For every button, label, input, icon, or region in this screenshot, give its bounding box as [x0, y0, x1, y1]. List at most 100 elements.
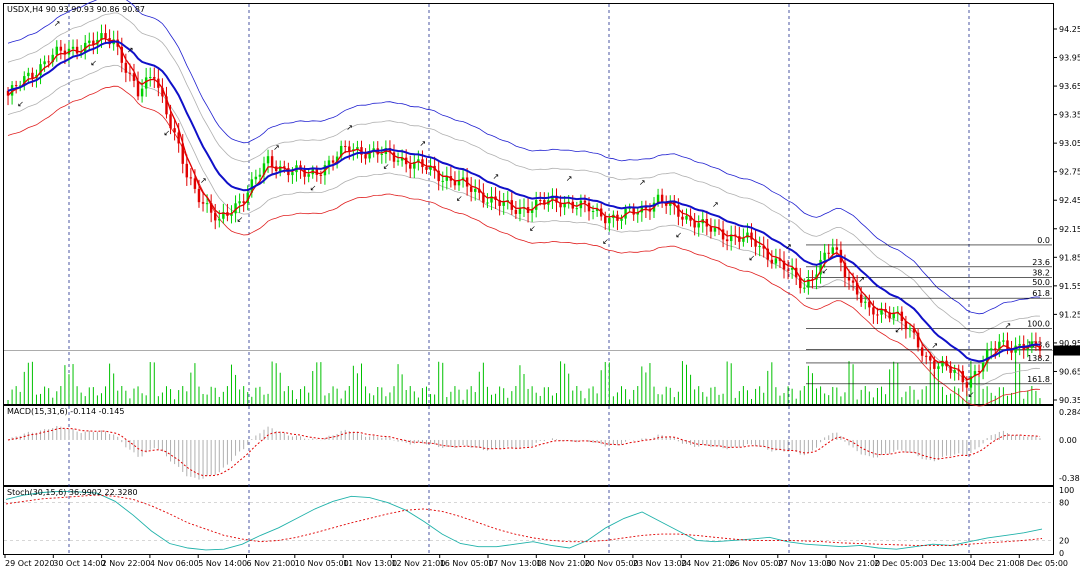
- candle-body: [348, 146, 351, 152]
- candle-body: [222, 212, 225, 219]
- candle-body: [827, 252, 830, 254]
- candle-body: [429, 165, 432, 170]
- candle-body: [965, 382, 969, 388]
- fib-label: 161.8: [1027, 375, 1050, 384]
- candle-body: [941, 360, 944, 367]
- macd-title: MACD(15,31,6) -0.114 -0.145: [7, 407, 124, 416]
- candle-body: [725, 239, 729, 242]
- macd-panel: [3, 405, 1054, 486]
- fractal-arrow: ↗: [858, 275, 865, 284]
- candle-body: [758, 246, 761, 248]
- candle-body: [518, 208, 522, 214]
- candle-body: [989, 348, 993, 350]
- candle-body: [604, 216, 607, 224]
- candle-body: [689, 215, 692, 221]
- price-tick-label: 93.65: [1059, 82, 1080, 91]
- candle-body: [835, 247, 839, 250]
- time-tick-label: 3 Dec 13:00: [923, 559, 972, 568]
- candle-body: [153, 77, 156, 79]
- fractal-arrow: ↙: [17, 99, 24, 108]
- fractal-arrow: ↙: [456, 194, 463, 203]
- candle-body: [908, 328, 912, 330]
- price-tick-label: 90.95: [1059, 339, 1080, 348]
- fractal-arrow: ↙: [310, 183, 317, 192]
- candle-body: [242, 201, 245, 203]
- candle-body: [904, 321, 908, 330]
- candle-body: [583, 200, 587, 203]
- candle-body: [994, 348, 997, 350]
- candle-body: [214, 212, 217, 221]
- candle-body: [39, 64, 42, 76]
- candle-body: [14, 85, 18, 87]
- fractal-arrow: ↗: [566, 174, 573, 183]
- candle-body: [555, 195, 558, 203]
- candle-body: [799, 277, 802, 289]
- candle-body: [185, 163, 189, 178]
- period-separators: [68, 4, 970, 554]
- candle-body: [669, 201, 672, 206]
- candle-body: [1026, 347, 1029, 350]
- time-tick-label: 12 Nov 21:00: [391, 559, 445, 568]
- price-tick-label: 91.85: [1059, 253, 1080, 262]
- candle-body: [128, 72, 132, 74]
- candle-body: [998, 341, 1001, 350]
- candle-body: [985, 349, 989, 363]
- candle-body: [709, 226, 713, 232]
- candle-body: [319, 174, 323, 176]
- candle-body: [445, 176, 449, 181]
- fractal-arrow: ↗: [712, 200, 719, 209]
- price-tick-label: 91.55: [1059, 282, 1080, 291]
- time-tick-label: 16 Nov 05:00: [440, 559, 494, 568]
- main-panel: [3, 3, 1054, 405]
- candle-body: [59, 46, 63, 51]
- candle-body: [396, 160, 400, 162]
- candle-body: [608, 218, 611, 224]
- time-tick-label: 4 Dec 21:00: [971, 559, 1020, 568]
- candle-body: [892, 312, 895, 319]
- macd-tick-label: 0.284: [1059, 408, 1080, 417]
- candle-body: [469, 186, 473, 192]
- candle-body: [250, 179, 254, 193]
- candle-body: [262, 163, 266, 175]
- time-tick-label: 5 Nov 14:00: [198, 559, 247, 568]
- time-tick-label: 2 Nov 22:00: [102, 559, 151, 568]
- candle-body: [307, 174, 310, 177]
- candle-body: [498, 199, 501, 206]
- candle-body: [697, 223, 700, 228]
- candle-body: [165, 96, 168, 115]
- candle-body: [327, 160, 331, 166]
- candle-body: [486, 202, 489, 204]
- candle-body: [478, 188, 481, 193]
- candle-body: [778, 258, 782, 261]
- candle-body: [417, 159, 420, 163]
- candle-body: [981, 362, 985, 372]
- fib-label: 0.0: [1037, 236, 1050, 245]
- candle-body: [23, 76, 26, 86]
- candle-body: [51, 54, 54, 63]
- candle-body: [79, 52, 83, 54]
- candle-body: [754, 239, 757, 247]
- price-tick-label: 92.15: [1059, 225, 1080, 234]
- candle-body: [864, 301, 867, 303]
- candle-body: [1002, 340, 1005, 342]
- candle-body: [742, 237, 745, 242]
- candle-body: [949, 366, 952, 373]
- time-tick-label: 18 Nov 21:00: [536, 559, 590, 568]
- fractal-arrow: ↗: [931, 341, 938, 350]
- fib-label: 138.2: [1027, 354, 1050, 363]
- price-tick-label: 90.65: [1059, 367, 1080, 376]
- candle-body: [502, 202, 505, 206]
- candle-body: [681, 216, 684, 220]
- time-tick-label: 30 Oct 14:00: [53, 559, 105, 568]
- macd-tick-label: -0.386: [1059, 474, 1080, 483]
- time-tick-label: 2 Dec 05:00: [874, 559, 923, 568]
- candle-body: [961, 371, 964, 383]
- fractal-arrow: ↗: [419, 139, 426, 148]
- candle-body: [303, 169, 306, 177]
- candle-body: [693, 220, 696, 228]
- candle-body: [790, 267, 794, 270]
- candle-body: [238, 201, 241, 204]
- candle-body: [27, 72, 30, 77]
